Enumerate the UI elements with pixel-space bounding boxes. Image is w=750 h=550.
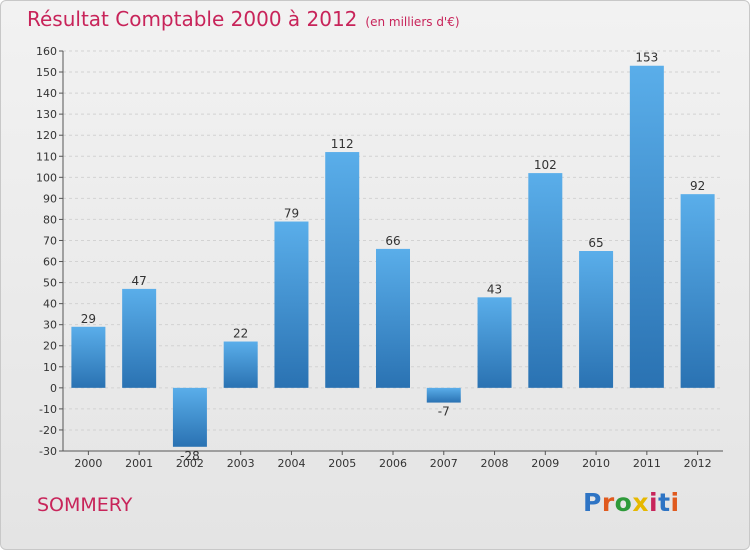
- y-tick-label: 0: [50, 382, 57, 395]
- data-label: 47: [132, 274, 147, 288]
- x-tick-label: 2008: [481, 457, 509, 470]
- proxiti-logo: Proxiti: [583, 488, 680, 517]
- data-label: 66: [385, 234, 400, 248]
- x-tick-label: 2012: [684, 457, 712, 470]
- bar: [325, 152, 360, 388]
- y-tick-label: -20: [39, 424, 57, 437]
- data-label: 112: [331, 137, 354, 151]
- logo-letter: x: [632, 488, 649, 517]
- data-label: 102: [534, 158, 557, 172]
- x-tick-label: 2007: [430, 457, 458, 470]
- x-tick-label: 2003: [227, 457, 255, 470]
- data-label: 29: [81, 312, 96, 326]
- x-tick-label: 2006: [379, 457, 407, 470]
- bar: [477, 297, 512, 388]
- y-tick-label: 10: [43, 361, 57, 374]
- data-label: 43: [487, 282, 502, 296]
- y-tick-label: 150: [36, 66, 57, 79]
- bar: [629, 65, 664, 388]
- chart-subtitle: (en milliers d'€): [365, 15, 460, 29]
- y-tick-label: 120: [36, 129, 57, 142]
- bar: [528, 173, 563, 388]
- y-tick-label: 20: [43, 340, 57, 353]
- y-tick-label: 110: [36, 150, 57, 163]
- y-tick-label: 30: [43, 319, 57, 332]
- y-tick-label: 130: [36, 108, 57, 121]
- x-tick-label: 2002: [176, 457, 204, 470]
- y-tick-label: 100: [36, 171, 57, 184]
- x-tick-label: 2009: [531, 457, 559, 470]
- y-tick-label: 140: [36, 87, 57, 100]
- logo-letter: t: [658, 488, 671, 517]
- y-tick-label: -30: [39, 445, 57, 458]
- bar: [122, 288, 157, 388]
- bar: [172, 387, 207, 447]
- y-tick-label: 40: [43, 298, 57, 311]
- chart-title: Résultat Comptable 2000 à 2012 (en millie…: [27, 7, 460, 31]
- x-tick-label: 2001: [125, 457, 153, 470]
- data-label: 65: [588, 236, 603, 250]
- x-tick-label: 2010: [582, 457, 610, 470]
- x-tick-label: 2004: [277, 457, 305, 470]
- data-label: 79: [284, 207, 299, 221]
- x-tick-label: 2000: [74, 457, 102, 470]
- bar: [680, 194, 715, 388]
- chart-title-text: Résultat Comptable 2000 à 2012: [27, 7, 358, 31]
- bar: [71, 326, 106, 388]
- data-label: -7: [438, 405, 450, 419]
- bar: [426, 387, 461, 403]
- bar: [376, 248, 410, 388]
- bar: [274, 221, 309, 388]
- data-label: 92: [690, 179, 705, 193]
- y-tick-label: 60: [43, 256, 57, 269]
- place-name: SOMMERY: [37, 494, 133, 516]
- x-tick-label: 2011: [633, 457, 661, 470]
- y-tick-label: 90: [43, 192, 57, 205]
- data-label: -28: [180, 449, 200, 463]
- y-tick-label: 50: [43, 277, 57, 290]
- bar: [579, 251, 614, 388]
- bar: [223, 341, 258, 388]
- logo-letter: P: [583, 488, 602, 517]
- logo-letter: o: [614, 488, 633, 517]
- data-label: 22: [233, 327, 248, 341]
- logo-letter: i: [649, 488, 659, 517]
- x-tick-label: 2005: [328, 457, 356, 470]
- y-tick-label: 80: [43, 213, 57, 226]
- y-tick-label: -10: [39, 403, 57, 416]
- logo-letter: r: [601, 488, 615, 517]
- data-label: 153: [635, 51, 658, 65]
- y-tick-label: 70: [43, 234, 57, 247]
- y-tick-label: 160: [36, 45, 57, 58]
- logo-letter: i: [670, 488, 680, 517]
